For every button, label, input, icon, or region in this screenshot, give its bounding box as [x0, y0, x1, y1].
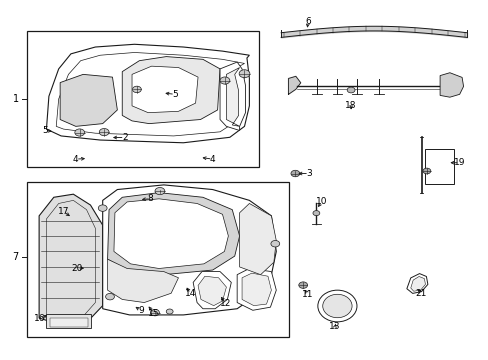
Text: 2: 2	[122, 133, 127, 142]
Circle shape	[239, 70, 249, 78]
Polygon shape	[288, 76, 300, 94]
Text: 13: 13	[328, 323, 340, 331]
Circle shape	[290, 170, 299, 177]
Text: 6: 6	[305, 17, 310, 26]
Text: 11: 11	[302, 290, 313, 299]
Text: 12: 12	[220, 299, 231, 307]
Bar	[27, 182, 288, 337]
Text: 14: 14	[184, 289, 196, 298]
Polygon shape	[242, 273, 271, 306]
Polygon shape	[60, 75, 117, 126]
Bar	[425, 149, 453, 184]
Text: 10: 10	[315, 197, 327, 206]
Circle shape	[298, 282, 307, 288]
Polygon shape	[220, 62, 245, 130]
Polygon shape	[439, 73, 463, 97]
Circle shape	[220, 77, 229, 84]
Circle shape	[105, 293, 114, 300]
Text: 5: 5	[172, 90, 178, 99]
Text: 17: 17	[58, 207, 69, 216]
Polygon shape	[46, 44, 249, 143]
Text: 1: 1	[13, 94, 19, 104]
Bar	[27, 31, 259, 167]
Polygon shape	[226, 68, 239, 126]
Text: 3: 3	[305, 169, 311, 178]
Polygon shape	[239, 203, 276, 275]
Polygon shape	[132, 66, 198, 113]
Circle shape	[98, 205, 107, 211]
Polygon shape	[107, 193, 239, 275]
Polygon shape	[102, 185, 276, 315]
Circle shape	[346, 87, 354, 93]
Text: 19: 19	[453, 158, 465, 167]
Text: 15: 15	[148, 309, 160, 318]
Ellipse shape	[317, 290, 356, 322]
Text: 20: 20	[71, 264, 83, 273]
Text: 21: 21	[415, 289, 427, 298]
Circle shape	[270, 240, 279, 247]
Polygon shape	[237, 269, 276, 310]
Text: 7: 7	[13, 252, 19, 262]
Circle shape	[166, 309, 173, 314]
Circle shape	[99, 129, 109, 136]
Text: 16: 16	[34, 314, 46, 323]
Polygon shape	[122, 57, 220, 123]
Text: 8: 8	[147, 194, 153, 203]
Polygon shape	[193, 271, 231, 309]
Circle shape	[422, 168, 430, 174]
Polygon shape	[410, 276, 425, 291]
Ellipse shape	[322, 294, 351, 318]
Polygon shape	[39, 194, 102, 324]
Circle shape	[155, 188, 164, 195]
Polygon shape	[198, 276, 226, 306]
Circle shape	[75, 129, 84, 136]
Text: 4: 4	[209, 154, 215, 163]
Circle shape	[312, 211, 319, 216]
Polygon shape	[114, 199, 228, 269]
Bar	[50, 318, 87, 327]
Polygon shape	[406, 274, 427, 293]
Text: 4: 4	[73, 154, 79, 163]
Polygon shape	[107, 259, 178, 302]
Text: 18: 18	[345, 100, 356, 109]
Bar	[46, 314, 91, 328]
Text: 5: 5	[42, 126, 48, 135]
Circle shape	[132, 86, 141, 93]
Circle shape	[150, 309, 159, 316]
Text: 9: 9	[138, 306, 143, 315]
